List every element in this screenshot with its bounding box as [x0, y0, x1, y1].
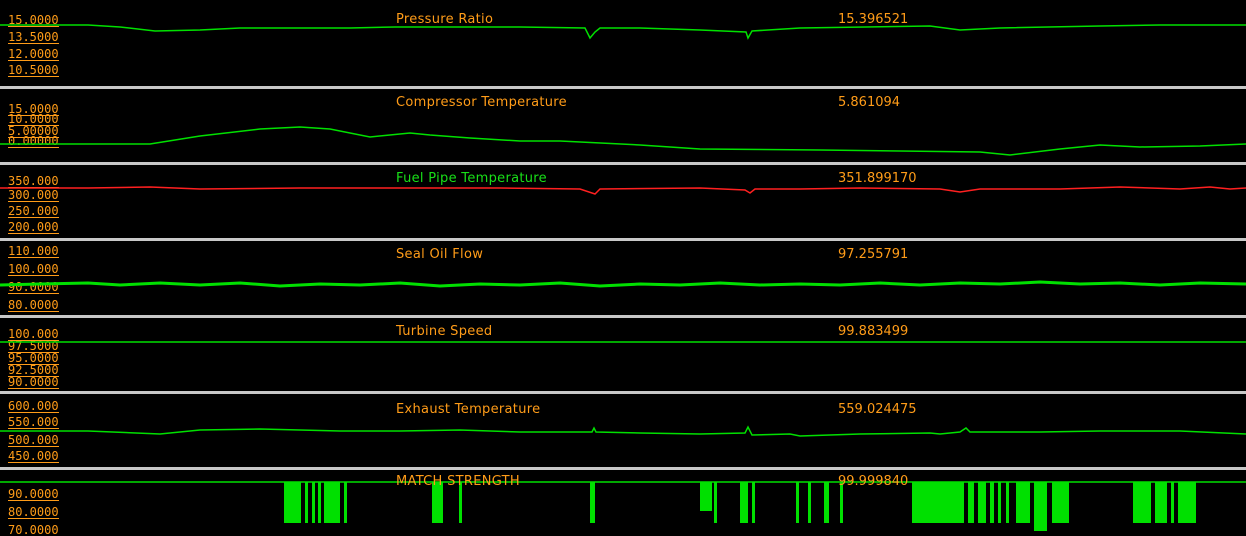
channel-title: Turbine Speed	[396, 324, 493, 339]
tick-label: 250.000	[8, 204, 59, 218]
channel-title: Fuel Pipe Temperature	[396, 171, 547, 186]
channel-title: MATCH STRENGTH	[396, 474, 520, 489]
panel-match-strength: 90.0000 80.0000 70.0000	[0, 470, 1246, 536]
panel-seal-oil-flow: 110.000 100.000 90.0000 80.0000 Seal Oil…	[0, 241, 1246, 314]
channel-value: 99.999840	[838, 474, 909, 489]
trend-trace-seal-oil-flow	[0, 280, 1246, 288]
tick-label: 500.000	[8, 433, 59, 447]
panel-pressure-ratio: 15.0000 13.5000 12.0000 10.5000 Pressure…	[0, 0, 1246, 85]
tick-label: 15.0000	[8, 13, 59, 27]
panel-divider	[0, 467, 1246, 470]
tick-label: 100.000	[8, 327, 59, 341]
channel-value: 559.024475	[838, 402, 917, 417]
panel-divider	[0, 238, 1246, 241]
channel-value: 97.255791	[838, 247, 909, 262]
trend-trace-match-strength	[0, 481, 1246, 531]
trend-trace-compressor-temperature	[0, 126, 1246, 156]
tick-label: 13.5000	[8, 30, 59, 44]
panel-exhaust-temperature: 600.000 550.000 500.000 450.000 Exhaust …	[0, 394, 1246, 466]
tick-label: 100.000	[8, 262, 59, 276]
tick-label: 97.5000	[8, 339, 59, 353]
tick-label: 10.0000	[8, 112, 59, 126]
channel-value: 15.396521	[838, 12, 909, 27]
tick-label: 80.0000	[8, 298, 59, 312]
tick-label: 90.0000	[8, 375, 59, 389]
tick-label: 15.0000	[8, 102, 59, 116]
tick-label: 600.000	[8, 399, 59, 413]
tick-label: 12.0000	[8, 47, 59, 61]
tick-label: 200.000	[8, 220, 59, 234]
panel-divider	[0, 86, 1246, 89]
tick-label: 95.0000	[8, 351, 59, 365]
trend-trace-pressure-ratio	[0, 24, 1246, 40]
tick-label: 70.0000	[8, 523, 59, 536]
channel-value: 5.861094	[838, 95, 901, 110]
tick-label: 10.5000	[8, 63, 59, 77]
panel-divider	[0, 391, 1246, 394]
panel-divider	[0, 315, 1246, 318]
tick-label: 550.000	[8, 415, 59, 429]
channel-title: Seal Oil Flow	[396, 247, 484, 262]
tick-label: 5.00000	[8, 124, 59, 138]
tick-label: 300.000	[8, 188, 59, 202]
panel-turbine-speed: 100.000 97.5000 95.0000 92.5000 90.0000 …	[0, 318, 1246, 390]
tick-label: 92.5000	[8, 363, 59, 377]
tick-label: 450.000	[8, 449, 59, 463]
channel-title: Compressor Temperature	[396, 95, 567, 110]
trend-trace-fuel-pipe-temperature	[0, 186, 1246, 195]
panel-fuel-pipe-temperature: 350.000 300.000 250.000 200.000 Fuel Pip…	[0, 165, 1246, 237]
tick-label: 90.0000	[8, 487, 59, 501]
trend-trace-turbine-speed	[0, 341, 1246, 343]
tick-label: 110.000	[8, 244, 59, 258]
tick-label: 80.0000	[8, 505, 59, 519]
channel-title: Exhaust Temperature	[396, 402, 541, 417]
channel-title: Pressure Ratio	[396, 12, 494, 27]
trend-trace-exhaust-temperature	[0, 425, 1246, 437]
channel-value: 99.883499	[838, 324, 909, 339]
channel-value: 351.899170	[838, 171, 917, 186]
panel-divider	[0, 162, 1246, 165]
panel-compressor-temperature: 15.0000 10.0000 5.00000 0.00000 Compress…	[0, 89, 1246, 161]
